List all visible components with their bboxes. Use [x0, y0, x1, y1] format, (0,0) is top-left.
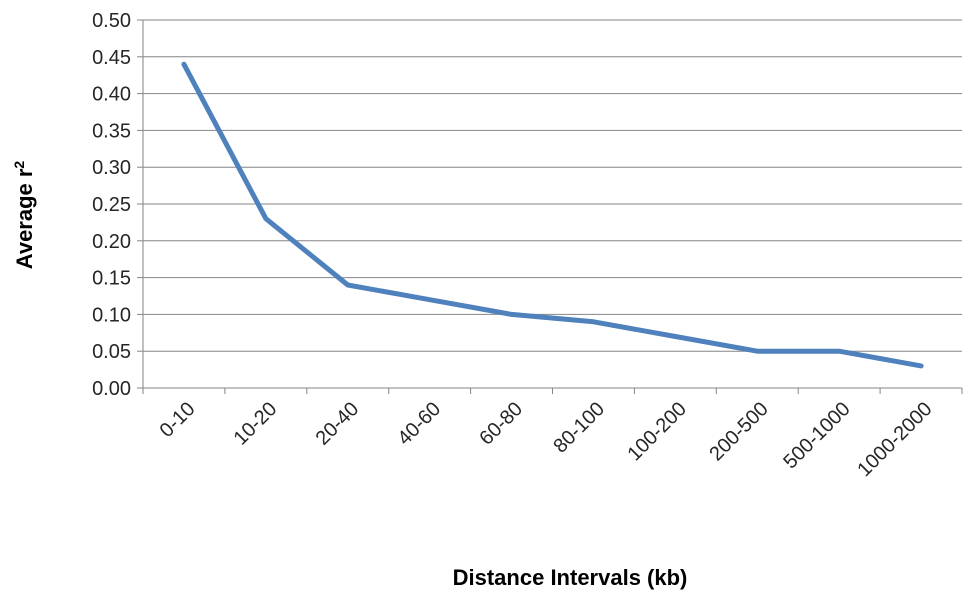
x-tick-label: 60-80 — [475, 398, 527, 450]
axes — [137, 19, 963, 394]
x-tick-label: 20-40 — [312, 398, 364, 450]
y-tick-label: 0.25 — [92, 194, 131, 216]
gridlines — [143, 19, 962, 352]
y-tick-label: 0.05 — [92, 341, 131, 363]
y-axis-tick-labels: 0.00 0.05 0.10 0.15 0.20 0.25 0.30 0.35 0.40 0.45… — [92, 10, 131, 400]
y-tick-label: 0.35 — [92, 120, 131, 142]
x-tick-label: 0-10 — [156, 398, 200, 442]
x-tick-label: 1000-2000 — [853, 398, 936, 481]
x-tick-label: 10-20 — [230, 398, 282, 450]
y-tick-label: 0.15 — [92, 268, 131, 290]
y-tick-label: 0.10 — [92, 304, 131, 326]
x-axis-tick-labels: 0-10 10-20 20-40 40-60 60-80 80-100 100-200 200… — [156, 398, 937, 481]
x-tick-label: 200-500 — [705, 398, 772, 465]
x-tick-label: 40-60 — [393, 398, 445, 450]
x-axis-title: Distance Intervals (kb) — [453, 565, 688, 590]
series-line — [181, 61, 924, 369]
y-axis-title: Average r2 — [11, 161, 37, 270]
series-group — [181, 61, 924, 369]
y-axis-title-superscript: 2 — [11, 161, 27, 169]
y-tick-label: 0.45 — [92, 47, 131, 69]
x-tick-label: 500-1000 — [779, 398, 854, 473]
y-tick-label: 0.50 — [92, 10, 131, 32]
y-tick-label: 0.30 — [92, 157, 131, 179]
y-tick-label: 0.40 — [92, 84, 131, 106]
y-tick-label: 0.00 — [92, 378, 131, 400]
x-tick-label: 80-100 — [549, 398, 609, 458]
x-tick-label: 100-200 — [623, 398, 690, 465]
y-axis-title-text: Average r — [12, 168, 37, 269]
y-tick-label: 0.20 — [92, 231, 131, 253]
